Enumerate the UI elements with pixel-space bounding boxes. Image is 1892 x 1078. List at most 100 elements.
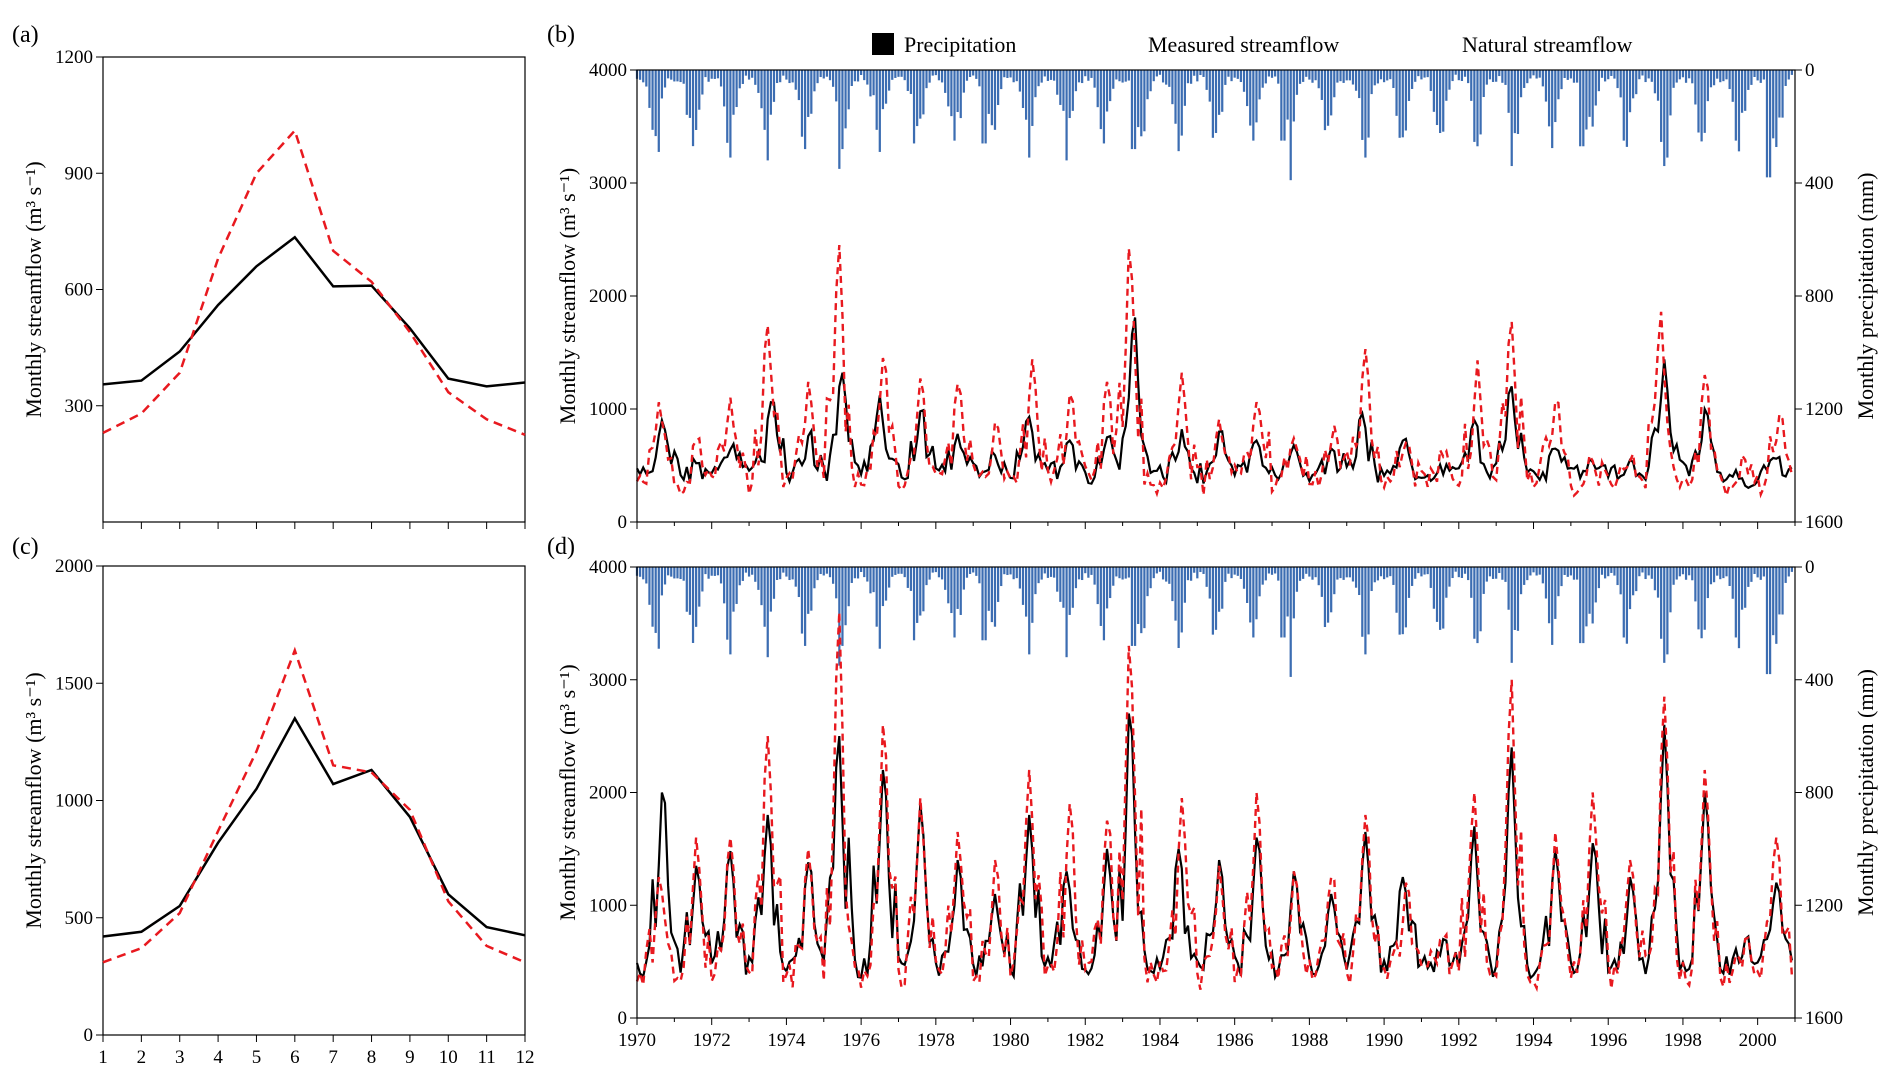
panel-b-precip-bar <box>1572 70 1576 83</box>
panel-d-precip-bar <box>744 567 748 573</box>
panel-b-precip-bar <box>1650 70 1653 82</box>
panel-b-precip-bar <box>1031 70 1034 126</box>
panel-b-precip-bar <box>1333 70 1336 98</box>
panel-d-precip-bar <box>1037 567 1040 584</box>
panel-d-precip-bar <box>695 567 698 627</box>
panel-d-precip-bar <box>1778 567 1781 615</box>
panel-b-precip-bar <box>847 70 850 110</box>
panel-b-precip-bar <box>1239 70 1243 83</box>
panel-d-precip-bar <box>1077 567 1081 580</box>
panel-d-x-tick-label: 1990 <box>1365 1030 1403 1051</box>
panel-d-precip-bar <box>956 567 959 609</box>
panel-b-precip-bar <box>766 70 769 161</box>
panel-d-precip-bar <box>685 567 688 612</box>
panel-b-precip-bar <box>716 70 720 79</box>
panel-d-precip-bar <box>1498 567 1501 574</box>
panel-b-precip-bar <box>1544 70 1548 102</box>
panel-d-precip-bar <box>1560 567 1563 587</box>
panel-d-precip-bar <box>1258 567 1261 597</box>
panel-d-precip-bar <box>1532 567 1535 573</box>
panel-d-precip-bar <box>676 567 679 579</box>
panel-d-precip-bar <box>1364 567 1367 655</box>
panel-d-precip-bar <box>1286 567 1289 617</box>
panel-b-precip-bar <box>1370 70 1373 95</box>
panel-d-precip-bar <box>959 567 962 615</box>
panel-d-precip-bar <box>1513 567 1516 630</box>
panel-c-y-tick-label: 0 <box>84 1025 94 1046</box>
panel-b-y2-tick-label: 400 <box>1805 173 1834 194</box>
panel-b-precip-bar <box>1292 70 1295 122</box>
panel-d-precip-bar <box>1395 567 1398 613</box>
panel-d-measured-line <box>635 713 1793 982</box>
panel-d-precip-bar <box>1143 567 1146 629</box>
panel-b-precip-bar <box>1115 70 1118 80</box>
panel-d-precip-bar <box>1177 567 1180 648</box>
panel-c-x-tick-label: 4 <box>213 1047 223 1068</box>
panel-d-precip-bar <box>1205 567 1208 587</box>
panel-b-precip-bar <box>754 70 757 85</box>
panel-d-precip-bar <box>940 567 944 580</box>
panel-b-precip-bar <box>1028 70 1031 158</box>
panel-b-precip-bar <box>919 70 922 119</box>
panel-b-precip-bar <box>1090 70 1093 78</box>
panel-d-precip-bar <box>1264 567 1267 581</box>
panel-d-x-tick-label: 1998 <box>1664 1030 1702 1051</box>
panel-d-precip-bar <box>1569 567 1572 576</box>
panel-d-x-tick-label: 1980 <box>992 1030 1030 1051</box>
panel-b-precip-bar <box>1722 70 1725 82</box>
panel-d-precip-bar <box>1096 567 1099 605</box>
panel-b-precip-bar <box>1541 70 1544 87</box>
panel-c-natural-line <box>102 646 526 964</box>
panel-b-precip-bar <box>1728 70 1731 90</box>
panel-b-y2-tick-label: 1600 <box>1805 512 1843 533</box>
panel-b-precip-bar <box>947 70 950 107</box>
panel-b-precip-bar <box>1547 70 1551 127</box>
panel-d-precip-bar <box>1171 567 1174 602</box>
panel-b-precip-bar <box>1124 70 1127 82</box>
panel-d-precip-bar <box>1554 567 1557 619</box>
panel-b-precip-bar <box>1463 70 1467 77</box>
panel-b-precip-bar <box>841 70 844 150</box>
panel-b-precip-bar <box>844 70 847 129</box>
panel-b-precip-bar <box>1249 70 1252 126</box>
panel-d-precip-bar <box>922 567 925 612</box>
panel-d-precip-bar <box>1270 567 1274 575</box>
panel-d-precip-bar <box>1585 567 1588 627</box>
panel-b-precip-bar <box>751 70 754 78</box>
panel-d-precip-bar <box>1217 567 1221 612</box>
panel-d-precip-bar <box>1697 567 1700 630</box>
panel-d-precip-bar <box>916 567 919 623</box>
panel-b-precip-bar <box>1211 70 1215 138</box>
panel-d-x-tick-label: 1974 <box>767 1030 806 1051</box>
panel-b-precip-bar <box>1040 70 1043 83</box>
panel-d-precip-bar <box>972 567 975 573</box>
panel-d-precip-bar <box>828 567 832 578</box>
panel-d-precip-bar <box>1625 567 1629 644</box>
panel-b-precip-bar <box>1062 70 1065 111</box>
panel-b-precip-bar <box>679 70 682 83</box>
panel-b-precip-bar <box>1046 70 1050 81</box>
panel-b-precip-bar <box>1557 70 1560 100</box>
panel-b-precip-bar <box>1675 70 1678 83</box>
panel-d-precip-bar <box>1165 567 1168 582</box>
panel-b-precip-bar <box>1367 70 1370 138</box>
panel-b-precip-bar <box>682 70 685 84</box>
panel-b-precip-bar <box>1414 70 1417 82</box>
panel-d-precip-bar <box>1339 567 1342 579</box>
panel-b-precip-bar <box>931 70 934 76</box>
panel-d-y2-tick-label: 0 <box>1805 557 1815 578</box>
panel-b-precip-bar <box>897 70 900 77</box>
panel-b-precip-bar <box>1274 70 1277 77</box>
panel-d-precip-bar <box>962 567 965 590</box>
panel-b-precip-bar <box>667 70 670 79</box>
panel-d-precip-bar <box>1420 567 1423 577</box>
panel-d-precip-bar <box>1675 567 1678 580</box>
panel-d-precip-bar <box>1389 567 1392 577</box>
panel-b-precip-bar <box>1081 70 1084 84</box>
panel-b-precip-bar <box>878 70 881 152</box>
panel-b-precip-bar <box>972 70 975 76</box>
panel-d-y2-label: Monthly precipitation (mm) <box>1853 669 1878 916</box>
panel-b-precip-bar <box>1018 70 1022 92</box>
panel-b-precip-bar <box>1507 70 1510 113</box>
